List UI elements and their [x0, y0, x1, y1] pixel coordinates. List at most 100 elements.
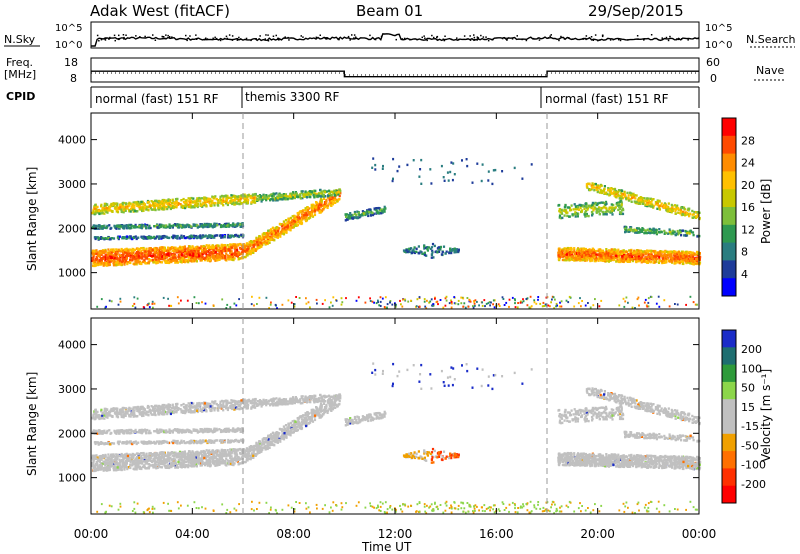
power-cell: [213, 204, 216, 207]
power-cell: [662, 250, 666, 254]
power-cell: [161, 257, 164, 260]
power-cell: [590, 257, 593, 260]
power-cell: [126, 207, 129, 210]
power-cell: [620, 259, 623, 262]
power-cell: [123, 248, 126, 251]
power-cell: [254, 249, 257, 252]
power-cell: [577, 257, 580, 260]
power-cell: [118, 227, 121, 230]
power-cell: [271, 226, 275, 229]
power-cell: [641, 259, 644, 263]
power-cell: [220, 224, 223, 227]
power-cell: [188, 197, 191, 200]
power-cell: [181, 248, 184, 251]
power-cell: [313, 196, 316, 199]
power-cell: [136, 210, 139, 213]
power-cell: [232, 243, 235, 246]
power-cell: [610, 203, 613, 206]
power-cell: [202, 234, 205, 237]
power-cell: [642, 254, 645, 257]
power-cell: [232, 201, 235, 204]
power-cell: [309, 216, 312, 219]
power-cell: [585, 204, 588, 207]
power-cell: [674, 250, 677, 253]
nsearch-point: [105, 37, 107, 39]
power-cell: [557, 257, 561, 261]
power-cell: [670, 203, 673, 207]
power-cell: [588, 204, 592, 208]
power-cell: [601, 201, 604, 204]
power-cell: [207, 258, 210, 261]
power-cell: [692, 213, 695, 216]
power-cell: [257, 241, 260, 244]
power-cell: [361, 213, 364, 216]
power-cell: [174, 256, 177, 259]
power-cell: [211, 254, 214, 257]
nsearch-point: [152, 34, 154, 36]
power-cell: [312, 193, 315, 197]
power-cell: [184, 236, 187, 240]
power-cell: [327, 196, 330, 200]
power-cell: [162, 205, 165, 208]
power-cell: [207, 255, 210, 258]
power-cell: [129, 254, 132, 258]
power-cell: [172, 206, 175, 210]
power-cell: [233, 199, 236, 202]
power-cell: [99, 263, 102, 266]
power-cell: [562, 249, 565, 252]
power-cell: [622, 249, 625, 252]
power-cell: [238, 243, 241, 246]
power-cell: [216, 224, 219, 227]
power-cell: [204, 203, 207, 206]
power-cell: [585, 202, 588, 205]
power-cell: [353, 210, 356, 214]
nsearch-tick-bottom: 10^0: [705, 40, 732, 51]
power-cell: [680, 250, 683, 253]
power-cell: [299, 196, 302, 200]
power-cell: [256, 197, 259, 201]
power-cell: [622, 193, 625, 196]
power-cell: [650, 251, 653, 255]
power-cell: [579, 248, 582, 251]
nsearch-point: [568, 37, 570, 39]
power-cell: [103, 257, 106, 260]
power-cell: [298, 219, 302, 223]
power-cell: [570, 248, 573, 252]
power-cell: [178, 223, 181, 226]
power-cell: [136, 201, 139, 204]
power-cell: [614, 252, 617, 255]
power-cell: [258, 197, 261, 200]
cpid-segment-2: themis 3300 RF: [245, 90, 339, 104]
power-cell: [182, 225, 185, 229]
power-cell: [696, 261, 699, 265]
power-cell: [153, 257, 157, 261]
power-cell: [265, 236, 268, 239]
power-cell: [670, 260, 673, 263]
power-cell: [296, 212, 299, 215]
power-cell: [680, 260, 683, 263]
power-cell: [593, 186, 596, 189]
power-cell: [157, 236, 160, 240]
power-cell: [202, 202, 205, 205]
power-cell: [189, 200, 192, 203]
power-cell: [160, 237, 163, 240]
power-cell: [163, 202, 166, 205]
power-cell: [226, 224, 229, 227]
power-cell: [641, 255, 644, 258]
power-cell: [193, 259, 196, 263]
power-cell: [698, 262, 701, 265]
power-cell: [598, 191, 602, 194]
power-cell: [645, 198, 649, 202]
power-cell: [196, 203, 199, 206]
power-cell: [180, 252, 183, 255]
power-cell: [571, 213, 574, 216]
power-cell: [672, 250, 676, 253]
power-cell: [586, 253, 589, 256]
nsearch-point: [476, 39, 478, 41]
power-cell: [104, 205, 107, 208]
power-cell: [188, 248, 191, 252]
power-cell: [202, 244, 205, 248]
power-cell: [600, 201, 603, 204]
power-cell: [595, 209, 599, 213]
power-cell: [191, 245, 194, 248]
